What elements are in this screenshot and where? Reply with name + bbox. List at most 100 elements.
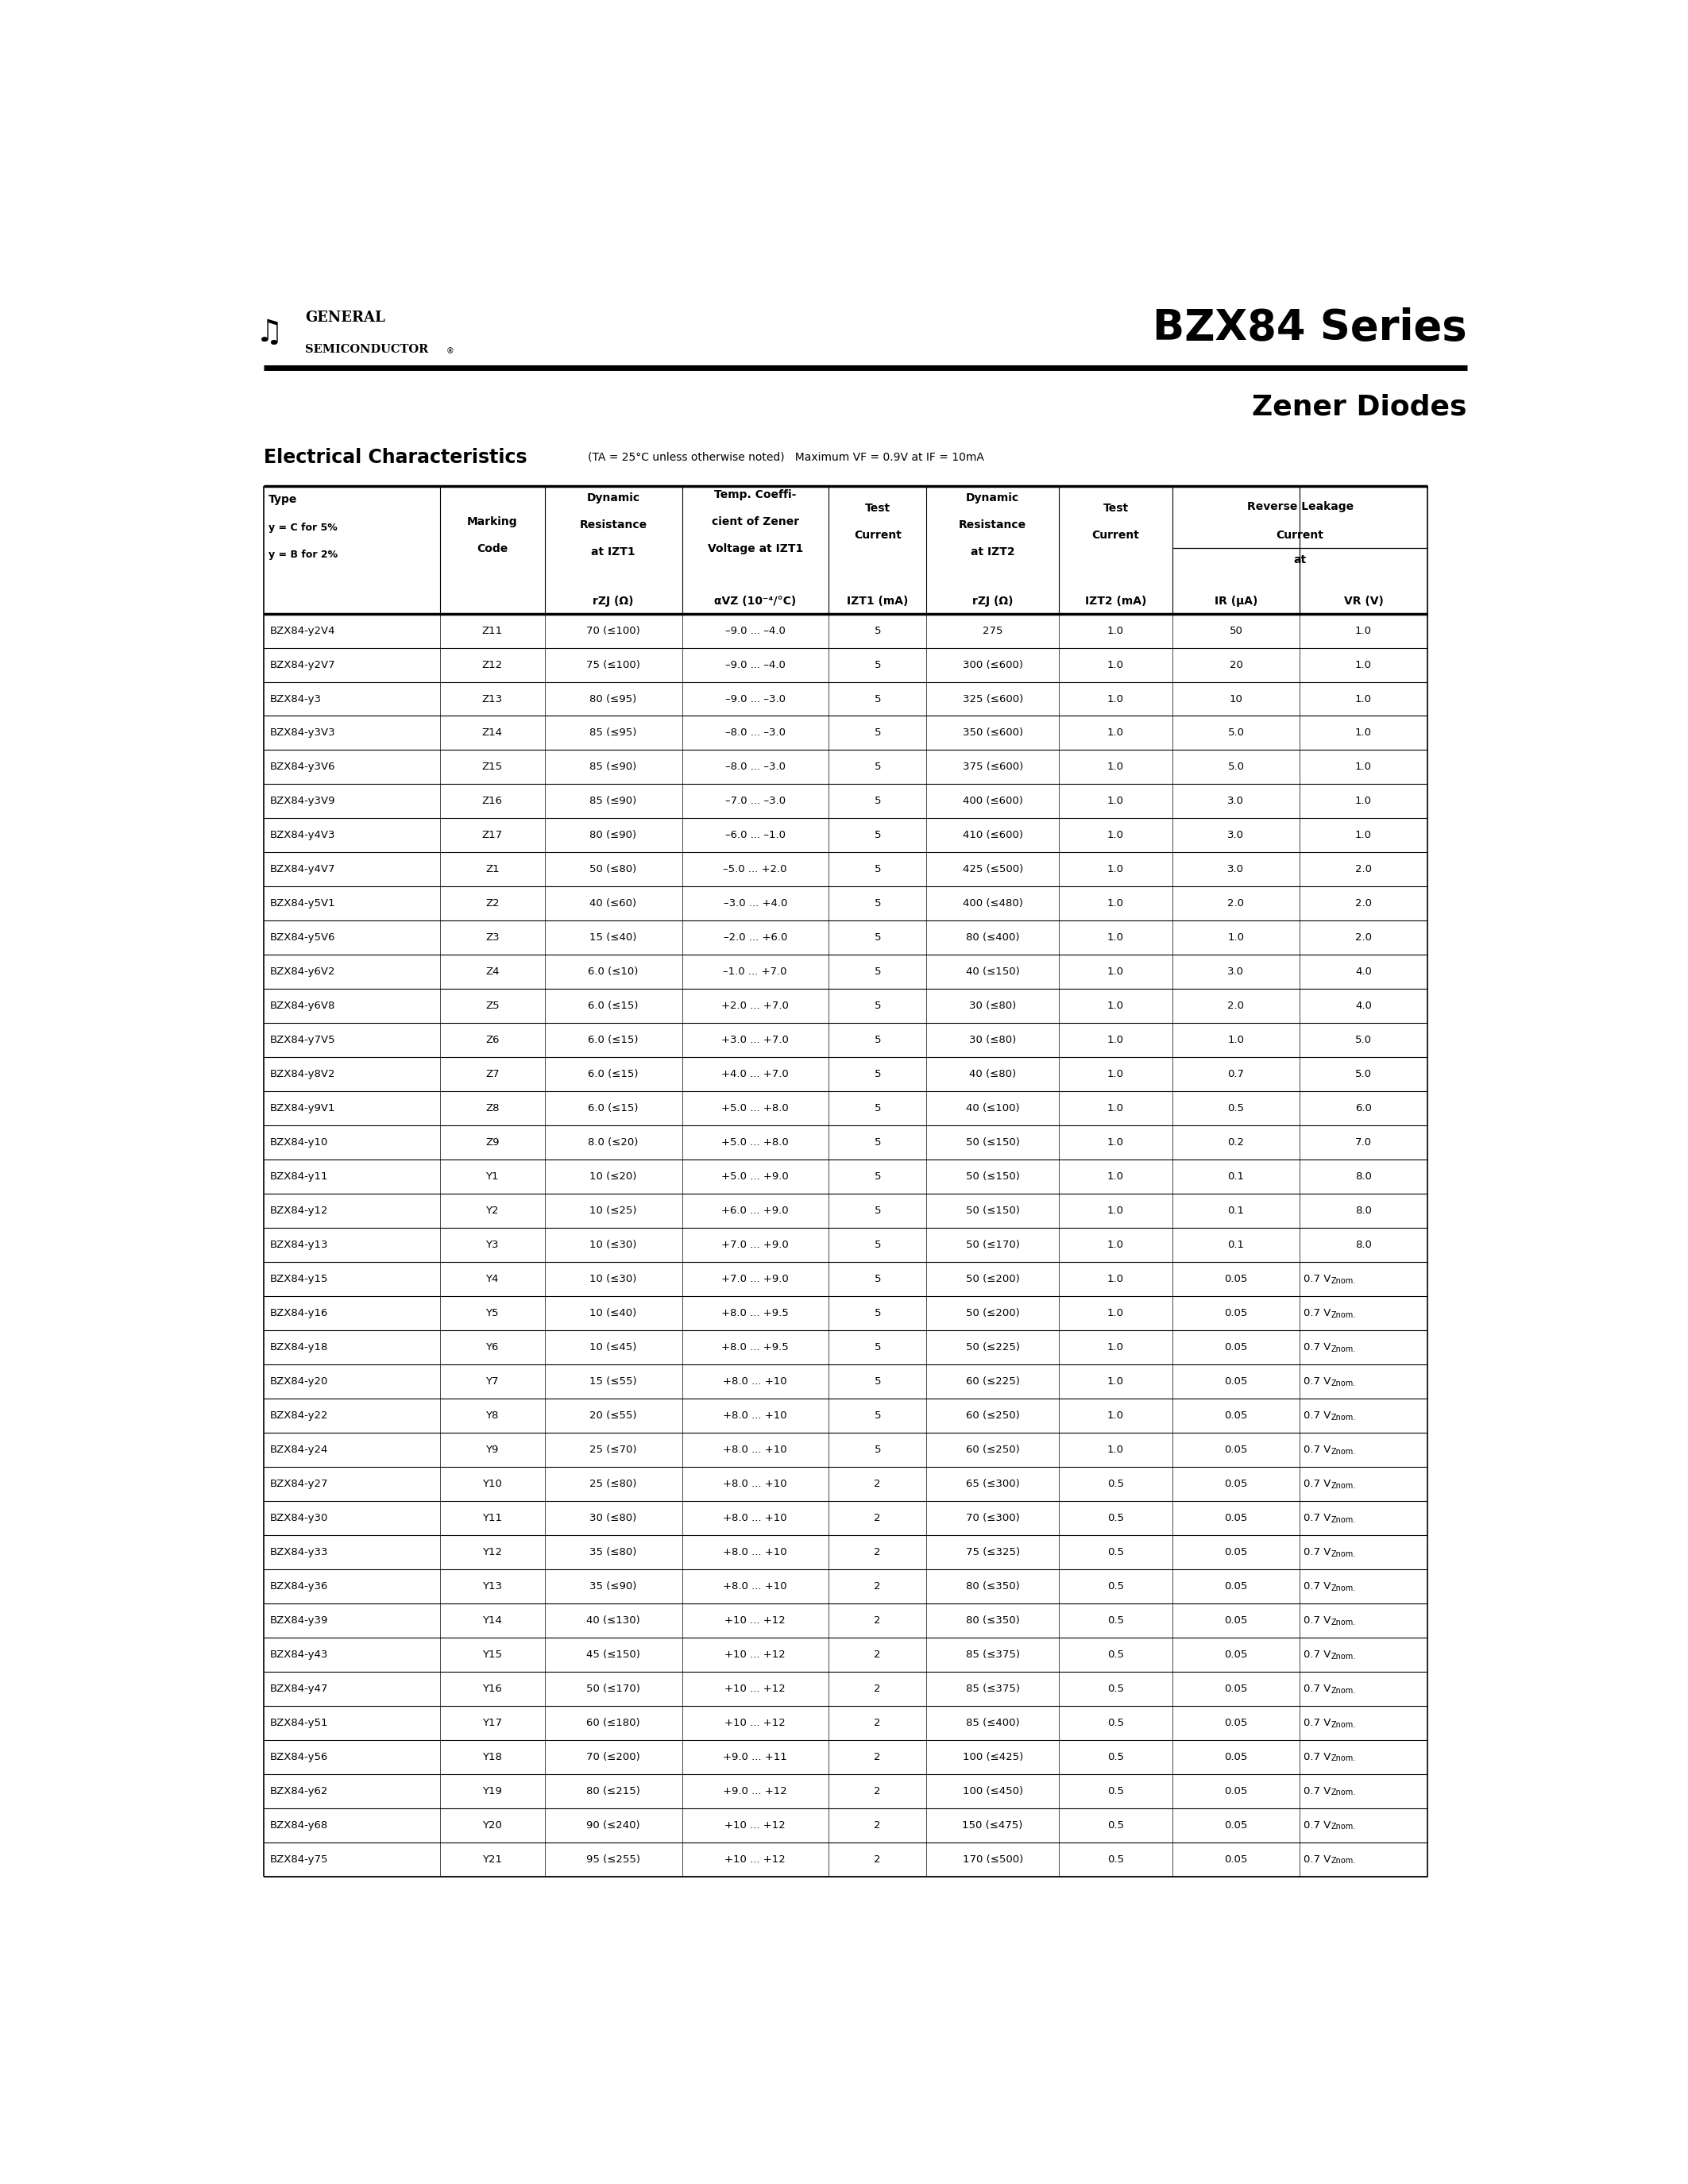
Text: Z5: Z5: [484, 1000, 500, 1011]
Text: Y19: Y19: [483, 1787, 501, 1795]
Text: GENERAL: GENERAL: [306, 310, 385, 325]
Text: BZX84-y3V3: BZX84-y3V3: [270, 727, 336, 738]
Text: 40 (≤150): 40 (≤150): [966, 968, 1020, 976]
Text: +8.0 ... +10: +8.0 ... +10: [722, 1581, 787, 1592]
Text: 100 (≤425): 100 (≤425): [962, 1752, 1023, 1762]
Text: 5: 5: [874, 898, 881, 909]
Text: BZX84-y3: BZX84-y3: [270, 695, 321, 703]
Text: 50 (≤170): 50 (≤170): [966, 1241, 1020, 1249]
Text: Z13: Z13: [481, 695, 503, 703]
Text: 0.5: 0.5: [1107, 1616, 1124, 1625]
Text: 0.5: 0.5: [1107, 1684, 1124, 1695]
Text: BZX84-y4V3: BZX84-y4V3: [270, 830, 336, 841]
Text: +10 ... +12: +10 ... +12: [724, 1719, 785, 1728]
Text: 400 (≤600): 400 (≤600): [962, 797, 1023, 806]
Text: 0.7 V: 0.7 V: [1303, 1444, 1330, 1455]
Text: BZX84-y62: BZX84-y62: [270, 1787, 327, 1795]
Text: 0.7 V: 0.7 V: [1303, 1343, 1330, 1352]
Text: –5.0 ... +2.0: –5.0 ... +2.0: [722, 865, 787, 876]
Text: Z15: Z15: [481, 762, 503, 773]
Text: +6.0 ... +9.0: +6.0 ... +9.0: [721, 1206, 788, 1216]
Text: Y13: Y13: [483, 1581, 503, 1592]
Text: Y17: Y17: [483, 1719, 503, 1728]
Text: 10 (≤45): 10 (≤45): [589, 1343, 636, 1352]
Text: +10 ... +12: +10 ... +12: [724, 1616, 785, 1625]
Text: 0.7 V: 0.7 V: [1303, 1479, 1330, 1489]
Text: 5: 5: [874, 830, 881, 841]
Text: 1.0: 1.0: [1107, 1070, 1124, 1079]
Text: Y10: Y10: [483, 1479, 501, 1489]
Text: 1.0: 1.0: [1227, 933, 1244, 943]
Text: 0.7 V: 0.7 V: [1303, 1719, 1330, 1728]
Text: Reverse Leakage: Reverse Leakage: [1247, 500, 1354, 511]
Text: 1.0: 1.0: [1107, 1273, 1124, 1284]
Text: +8.0 ... +10: +8.0 ... +10: [722, 1514, 787, 1522]
Text: 35 (≤80): 35 (≤80): [589, 1546, 636, 1557]
Text: BZX84-y2V4: BZX84-y2V4: [270, 625, 336, 636]
Text: 3.0: 3.0: [1227, 865, 1244, 876]
Text: 85 (≤95): 85 (≤95): [589, 727, 636, 738]
Text: +4.0 ... +7.0: +4.0 ... +7.0: [721, 1070, 788, 1079]
Text: 85 (≤400): 85 (≤400): [966, 1719, 1020, 1728]
Text: 0.05: 0.05: [1224, 1752, 1247, 1762]
Text: Z12: Z12: [481, 660, 503, 670]
Text: –9.0 ... –4.0: –9.0 ... –4.0: [726, 625, 785, 636]
Text: Y12: Y12: [483, 1546, 503, 1557]
Text: 40 (≤80): 40 (≤80): [969, 1070, 1016, 1079]
Text: Dynamic: Dynamic: [587, 491, 640, 505]
Text: Voltage at IZT1: Voltage at IZT1: [707, 544, 803, 555]
Text: 5: 5: [874, 1343, 881, 1352]
Text: BZX84-y51: BZX84-y51: [270, 1719, 327, 1728]
Text: Zener Diodes: Zener Diodes: [1252, 393, 1467, 419]
Text: 2.0: 2.0: [1355, 933, 1372, 943]
Text: 0.05: 0.05: [1224, 1719, 1247, 1728]
Text: Resistance: Resistance: [959, 520, 1026, 531]
Text: BZX84-y15: BZX84-y15: [270, 1273, 327, 1284]
Text: Znom.: Znom.: [1330, 1345, 1355, 1354]
Text: Znom.: Znom.: [1330, 1413, 1355, 1422]
Text: 3.0: 3.0: [1227, 797, 1244, 806]
Text: Y4: Y4: [486, 1273, 498, 1284]
Text: +2.0 ... +7.0: +2.0 ... +7.0: [721, 1000, 788, 1011]
Text: 40 (≤100): 40 (≤100): [966, 1103, 1020, 1114]
Text: Temp. Coeffi-: Temp. Coeffi-: [714, 489, 797, 500]
Text: BZX84-y2V7: BZX84-y2V7: [270, 660, 336, 670]
Text: Y2: Y2: [486, 1206, 500, 1216]
Text: 1.0: 1.0: [1107, 695, 1124, 703]
Text: +7.0 ... +9.0: +7.0 ... +9.0: [721, 1241, 788, 1249]
Text: 50: 50: [1229, 625, 1242, 636]
Text: 8.0: 8.0: [1355, 1206, 1372, 1216]
Text: Y6: Y6: [486, 1343, 498, 1352]
Text: cient of Zener: cient of Zener: [711, 515, 798, 526]
Text: 2.0: 2.0: [1227, 898, 1244, 909]
Text: 0.5: 0.5: [1107, 1649, 1124, 1660]
Text: –6.0 ... –1.0: –6.0 ... –1.0: [726, 830, 785, 841]
Text: 0.05: 0.05: [1224, 1343, 1247, 1352]
Text: +8.0 ... +10: +8.0 ... +10: [722, 1479, 787, 1489]
Text: 15 (≤55): 15 (≤55): [589, 1376, 636, 1387]
Text: Test: Test: [864, 502, 890, 513]
Text: rZJ (Ω): rZJ (Ω): [972, 596, 1013, 607]
Text: 45 (≤150): 45 (≤150): [586, 1649, 640, 1660]
Text: 1.0: 1.0: [1107, 625, 1124, 636]
Text: 80 (≤400): 80 (≤400): [966, 933, 1020, 943]
Text: BZX84-y5V6: BZX84-y5V6: [270, 933, 336, 943]
Text: 0.7 V: 0.7 V: [1303, 1514, 1330, 1522]
Text: 2: 2: [874, 1854, 881, 1865]
Text: BZX84-y30: BZX84-y30: [270, 1514, 327, 1522]
Text: 3.0: 3.0: [1227, 830, 1244, 841]
Text: SEMICONDUCTOR: SEMICONDUCTOR: [306, 343, 429, 356]
Text: BZX84-y13: BZX84-y13: [270, 1241, 327, 1249]
Text: 80 (≤215): 80 (≤215): [586, 1787, 640, 1795]
Text: 85 (≤90): 85 (≤90): [589, 762, 636, 773]
Text: BZX84-y11: BZX84-y11: [270, 1171, 327, 1182]
Text: 1.0: 1.0: [1107, 1241, 1124, 1249]
Text: 10 (≤25): 10 (≤25): [589, 1206, 636, 1216]
Text: 85 (≤90): 85 (≤90): [589, 797, 636, 806]
Text: Znom.: Znom.: [1330, 1516, 1355, 1524]
Text: BZX84-y9V1: BZX84-y9V1: [270, 1103, 336, 1114]
Text: 0.05: 0.05: [1224, 1684, 1247, 1695]
Text: Znom.: Znom.: [1330, 1551, 1355, 1557]
Text: 0.05: 0.05: [1224, 1616, 1247, 1625]
Text: 2: 2: [874, 1581, 881, 1592]
